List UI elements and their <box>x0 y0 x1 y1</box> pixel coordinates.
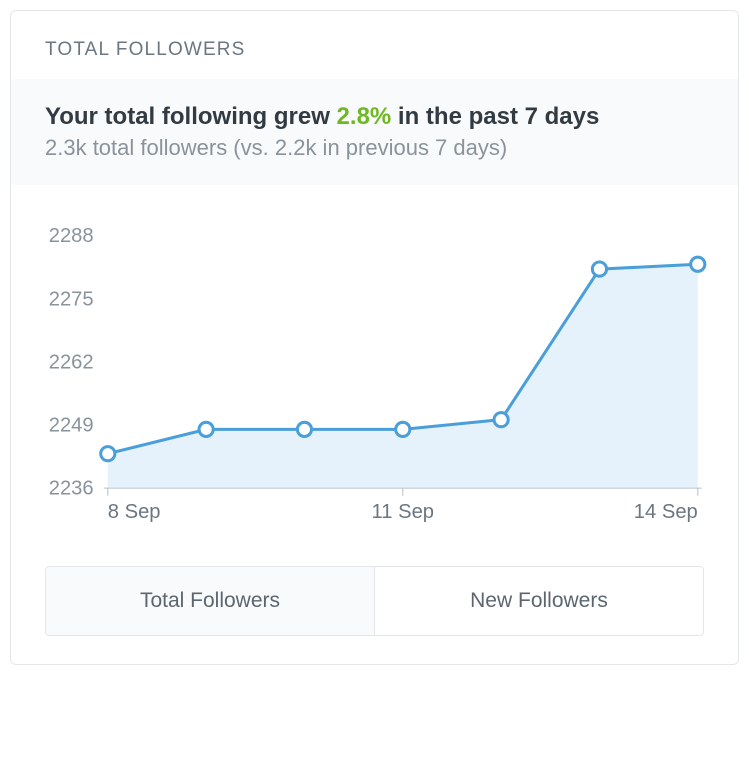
followers-card: TOTAL FOLLOWERS Your total following gre… <box>10 10 739 665</box>
svg-text:14 Sep: 14 Sep <box>634 501 698 523</box>
summary-subline: 2.3k total followers (vs. 2.2k in previo… <box>45 135 704 161</box>
tab-total-followers[interactable]: Total Followers <box>45 566 374 636</box>
svg-text:2275: 2275 <box>49 289 94 311</box>
svg-text:2288: 2288 <box>49 226 94 248</box>
summary-suffix: in the past 7 days <box>391 103 599 130</box>
tab-new-followers[interactable]: New Followers <box>374 566 704 636</box>
svg-text:8 Sep: 8 Sep <box>108 501 161 523</box>
summary-percent: 2.8% <box>337 103 392 130</box>
svg-text:2262: 2262 <box>49 352 94 374</box>
summary-headline: Your total following grew 2.8% in the pa… <box>45 101 704 133</box>
chart-container: 2236 2249 2262 2275 2288 8 Sep 11 Sep 14 Sep <box>11 185 738 538</box>
followers-line-chart: 2236 2249 2262 2275 2288 8 Sep 11 Sep 14 Sep <box>31 225 718 528</box>
summary-panel: Your total following grew 2.8% in the pa… <box>11 79 738 185</box>
svg-text:2236: 2236 <box>49 478 94 500</box>
svg-text:2249: 2249 <box>49 415 94 437</box>
svg-text:11 Sep: 11 Sep <box>372 501 434 523</box>
chart-tabs: Total Followers New Followers <box>45 566 704 636</box>
summary-prefix: Your total following grew <box>45 103 337 130</box>
card-title: TOTAL FOLLOWERS <box>11 11 738 79</box>
